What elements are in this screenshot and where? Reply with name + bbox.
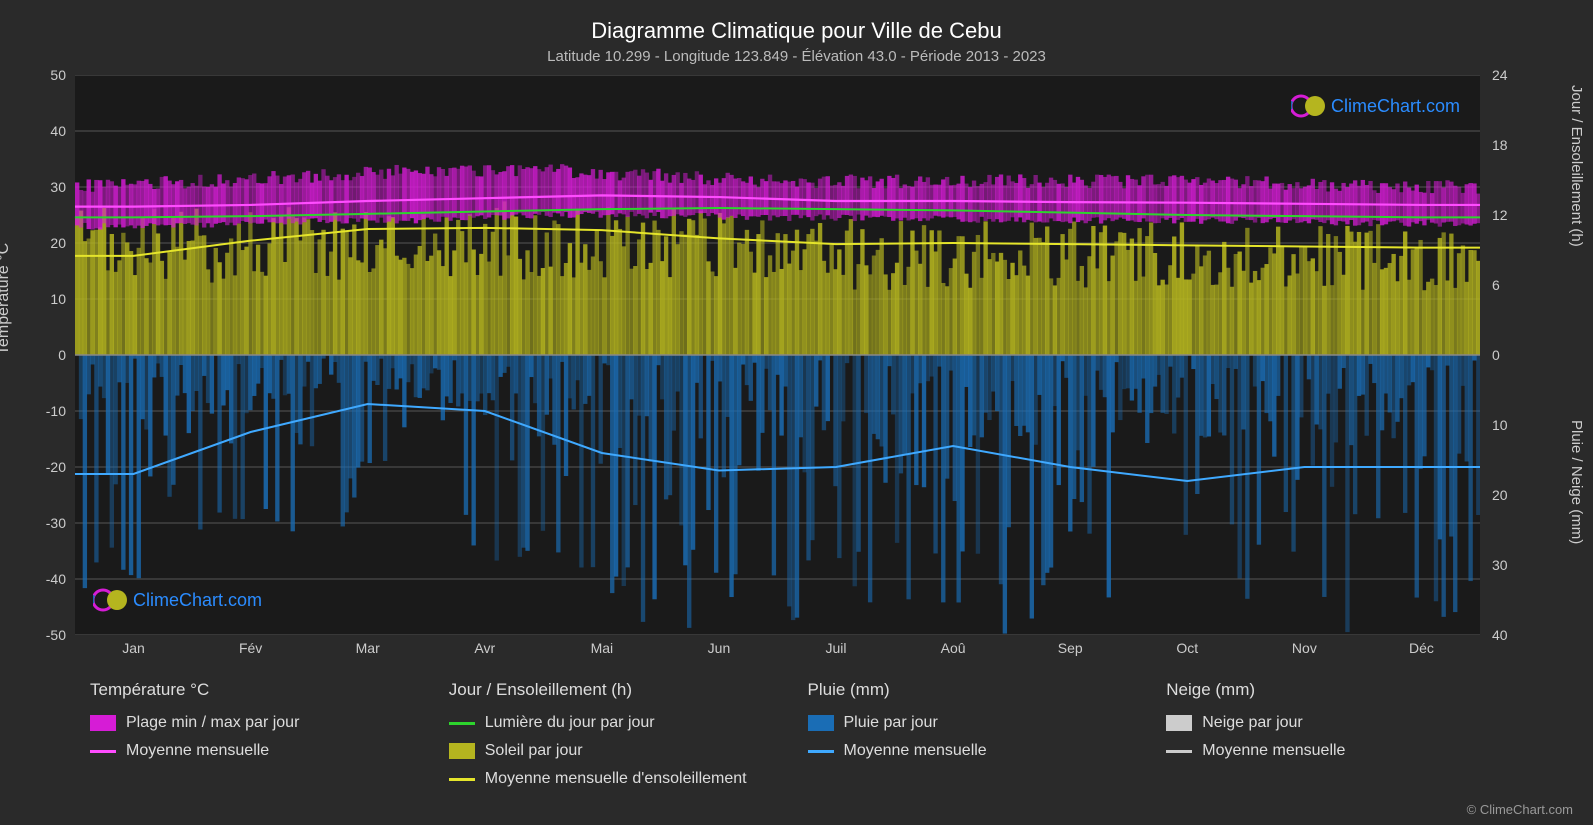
swatch-snow-line <box>1166 750 1192 753</box>
swatch-sunshine <box>449 743 475 759</box>
legend-col-snow: Neige (mm) Neige par jour Moyenne mensue… <box>1166 680 1495 798</box>
y-axis-right-label-top: Jour / Ensoleillement (h) <box>1568 85 1585 247</box>
legend-header: Pluie (mm) <box>808 680 1137 700</box>
legend-item: Moyenne mensuelle d'ensoleillement <box>449 770 778 788</box>
climechart-logo-top: ClimeChart.com <box>1291 93 1460 119</box>
legend-label: Soleil par jour <box>485 742 583 760</box>
legend-item: Moyenne mensuelle <box>90 742 419 760</box>
legend-item: Moyenne mensuelle <box>1166 742 1495 760</box>
legend-item: Lumière du jour par jour <box>449 714 778 732</box>
legend-header: Température °C <box>90 680 419 700</box>
y-axis-left-label: Température °C <box>0 243 13 355</box>
swatch-temp-avg <box>90 750 116 753</box>
y-axis-left: 50403020100-10-20-30-40-50 <box>10 75 70 635</box>
legend-header: Neige (mm) <box>1166 680 1495 700</box>
logo-icon <box>93 587 127 613</box>
x-axis-labels: JanFévMarAvrMaiJunJuilAoûSepOctNovDéc <box>75 640 1480 665</box>
y-axis-right-label-bottom: Pluie / Neige (mm) <box>1568 420 1585 544</box>
chart-plot-area: ClimeChart.com ClimeChart.com <box>75 75 1480 635</box>
logo-text: ClimeChart.com <box>133 590 262 611</box>
chart-title: Diagramme Climatique pour Ville de Cebu <box>0 0 1593 44</box>
legend-item: Plage min / max par jour <box>90 714 419 732</box>
climechart-logo-bottom: ClimeChart.com <box>93 587 262 613</box>
legend-item: Moyenne mensuelle <box>808 742 1137 760</box>
logo-icon <box>1291 93 1325 119</box>
legend-col-daylight: Jour / Ensoleillement (h) Lumière du jou… <box>449 680 778 798</box>
copyright-text: © ClimeChart.com <box>1467 802 1573 817</box>
swatch-temp-range <box>90 715 116 731</box>
legend: Température °C Plage min / max par jour … <box>90 680 1495 798</box>
legend-label: Moyenne mensuelle <box>1202 742 1345 760</box>
chart-subtitle: Latitude 10.299 - Longitude 123.849 - Él… <box>0 44 1593 65</box>
legend-label: Pluie par jour <box>844 714 938 732</box>
legend-item: Soleil par jour <box>449 742 778 760</box>
legend-header: Jour / Ensoleillement (h) <box>449 680 778 700</box>
legend-label: Moyenne mensuelle d'ensoleillement <box>485 770 747 788</box>
legend-col-rain: Pluie (mm) Pluie par jour Moyenne mensue… <box>808 680 1137 798</box>
chart-svg <box>75 75 1480 635</box>
swatch-daylight <box>449 722 475 725</box>
legend-label: Neige par jour <box>1202 714 1303 732</box>
legend-label: Moyenne mensuelle <box>844 742 987 760</box>
legend-label: Lumière du jour par jour <box>485 714 655 732</box>
legend-item: Neige par jour <box>1166 714 1495 732</box>
y-axis-right: 2418126010203040 <box>1488 75 1548 635</box>
swatch-rain-line <box>808 750 834 753</box>
legend-item: Pluie par jour <box>808 714 1137 732</box>
legend-label: Moyenne mensuelle <box>126 742 269 760</box>
legend-label: Plage min / max par jour <box>126 714 299 732</box>
logo-text: ClimeChart.com <box>1331 96 1460 117</box>
legend-col-temperature: Température °C Plage min / max par jour … <box>90 680 419 798</box>
swatch-sunshine-line <box>449 778 475 781</box>
swatch-rain <box>808 715 834 731</box>
swatch-snow <box>1166 715 1192 731</box>
